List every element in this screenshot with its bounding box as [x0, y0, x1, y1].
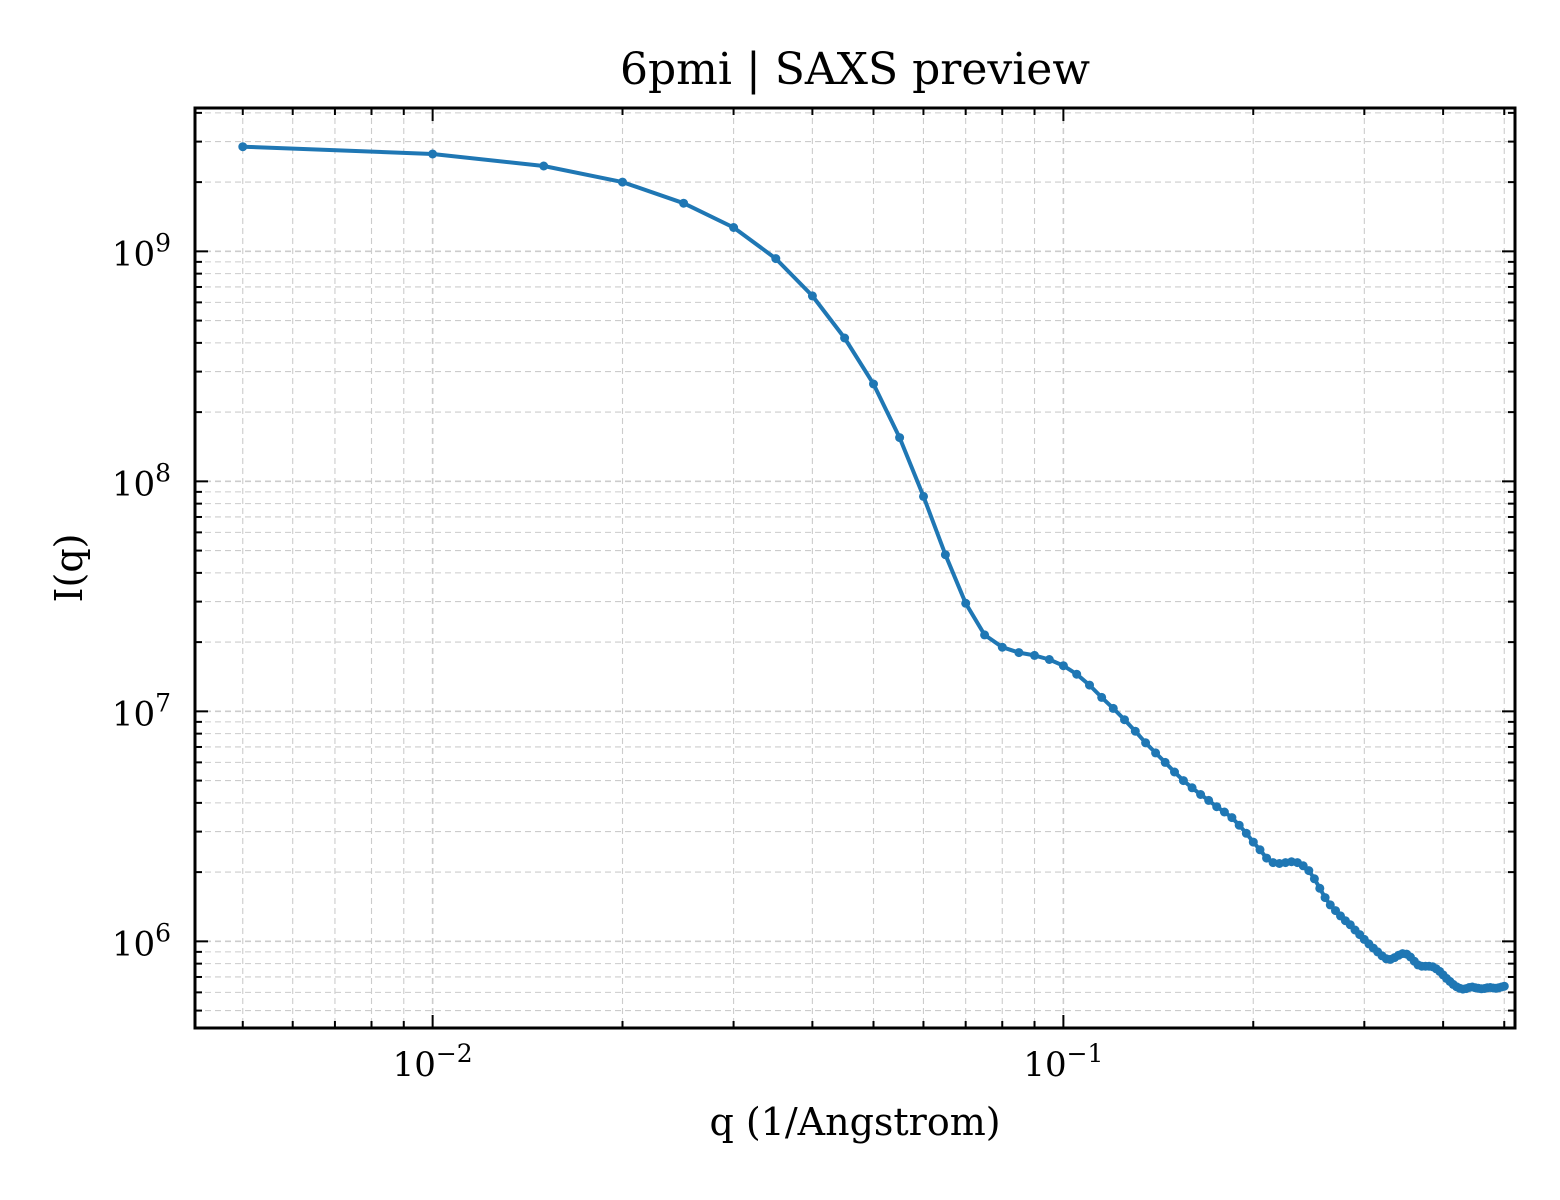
data-point [1499, 981, 1509, 991]
x-tick-label: 10−2 [393, 1039, 473, 1085]
y-axis-label: I(q) [47, 534, 91, 603]
data-point [1072, 669, 1082, 679]
data-point [997, 642, 1007, 652]
data-point [1241, 828, 1251, 838]
data-point [980, 630, 990, 640]
data-point [1262, 853, 1272, 863]
data-point [1248, 837, 1258, 847]
y-tick-label: 106 [112, 918, 171, 964]
y-tick-label: 109 [112, 228, 171, 274]
data-point [729, 223, 739, 232]
data-point [1309, 874, 1319, 884]
data-point [1151, 748, 1161, 758]
data-point [238, 142, 248, 152]
plot-frame [193, 106, 1517, 1030]
data-point [1304, 866, 1314, 876]
data-point [895, 433, 905, 443]
data-point [428, 149, 438, 159]
data-point [1120, 715, 1129, 725]
data-point [1030, 650, 1039, 660]
data-point [1320, 893, 1330, 903]
data-point [869, 379, 878, 389]
data-point [961, 598, 971, 608]
data-point [1160, 757, 1170, 767]
data-point [1315, 883, 1325, 893]
y-tick-label: 107 [112, 688, 171, 734]
chart-title: 6pmi | SAXS preview [620, 44, 1090, 95]
data-point [1219, 807, 1229, 817]
data-point [1170, 767, 1179, 777]
data-point [539, 161, 549, 171]
data-point [1325, 900, 1335, 910]
data-series [238, 142, 1509, 994]
data-point [1085, 680, 1094, 690]
data-point [940, 550, 950, 560]
data-point [1141, 738, 1151, 748]
data-point [807, 291, 817, 301]
data-point [771, 254, 781, 264]
data-point [919, 491, 928, 501]
data-point [1204, 795, 1214, 805]
data-point [1234, 820, 1244, 830]
data-point [618, 177, 627, 187]
tick-labels: 10−2 10−1 106 107 108 109 [112, 228, 1104, 1085]
data-point [1212, 802, 1222, 812]
y-tick-label: 108 [112, 458, 171, 504]
data-point [1014, 648, 1024, 658]
x-axis-label: q (1/Angstrom) [709, 1100, 1000, 1144]
data-point [1178, 776, 1188, 786]
data-point [1108, 703, 1118, 713]
data-point [1227, 813, 1237, 823]
data-point [840, 333, 850, 343]
data-point [1097, 692, 1107, 702]
data-point [1187, 783, 1197, 793]
data-point [679, 198, 689, 208]
grid [195, 108, 1515, 1028]
data-point [1255, 845, 1265, 855]
data-point [1058, 661, 1068, 671]
data-point [1130, 726, 1140, 736]
data-point [1044, 655, 1054, 664]
x-tick-label: 10−1 [1023, 1039, 1103, 1085]
data-point [1196, 790, 1206, 799]
